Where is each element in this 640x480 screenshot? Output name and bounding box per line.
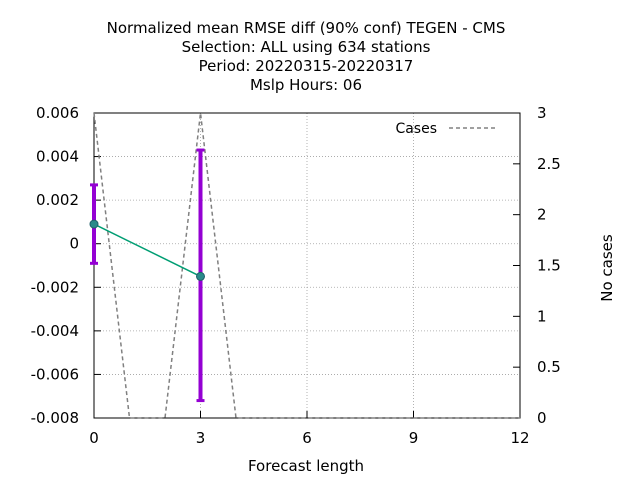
title-line-1: Normalized mean RMSE diff (90% conf) TEG… — [107, 19, 506, 37]
y2-axis: 3 2.5 2 1.5 1 0.5 0 — [513, 104, 561, 427]
y-tick-label: 0 — [69, 235, 79, 253]
y-axis: 0.006 0.004 0.002 0 -0.002 -0.004 -0.006 -0.008 — [31, 104, 101, 427]
x-axis-label: Forecast length — [248, 457, 364, 475]
legend-label-cases: Cases — [395, 121, 437, 137]
x-tick-label: 0 — [89, 429, 99, 447]
mean-diff-line — [93, 223, 201, 278]
y2-tick-label: 1.5 — [537, 257, 561, 275]
y2-tick-label: 2.5 — [537, 155, 561, 173]
data-point — [196, 271, 205, 281]
y-tick-label: -0.008 — [31, 409, 79, 427]
x-tick-label: 12 — [510, 429, 529, 447]
title-line-3: Period: 20220315-20220317 — [199, 57, 414, 75]
y-tick-label: -0.002 — [31, 278, 79, 296]
x-tick-label: 9 — [409, 429, 419, 447]
x-tick-label: 6 — [302, 429, 312, 447]
y2-tick-label: 0.5 — [537, 358, 561, 376]
y-tick-label: 0.006 — [36, 104, 79, 122]
y2-tick-label: 3 — [537, 104, 547, 122]
cases-series — [93, 112, 520, 419]
title-line-2: Selection: ALL using 634 stations — [182, 38, 431, 56]
data-point — [89, 219, 99, 229]
y2-tick-label: 1 — [537, 307, 547, 325]
y-tick-label: 0.004 — [36, 148, 79, 166]
chart-title: Normalized mean RMSE diff (90% conf) TEG… — [107, 19, 506, 94]
grid — [94, 113, 520, 418]
y2-tick-label: 2 — [537, 206, 547, 224]
title-line-4: Mslp Hours: 06 — [250, 76, 362, 94]
y-tick-label: -0.006 — [31, 365, 79, 383]
legend: Cases — [395, 121, 495, 137]
y2-axis-label: No cases — [598, 234, 616, 302]
y2-tick-label: 0 — [537, 409, 547, 427]
x-axis: 0 3 6 9 12 — [89, 411, 530, 447]
mean-diff-series — [89, 148, 205, 403]
cases-line — [93, 112, 520, 419]
y-tick-label: -0.004 — [31, 322, 79, 340]
x-tick-label: 3 — [196, 429, 206, 447]
y-tick-label: 0.002 — [36, 191, 79, 209]
